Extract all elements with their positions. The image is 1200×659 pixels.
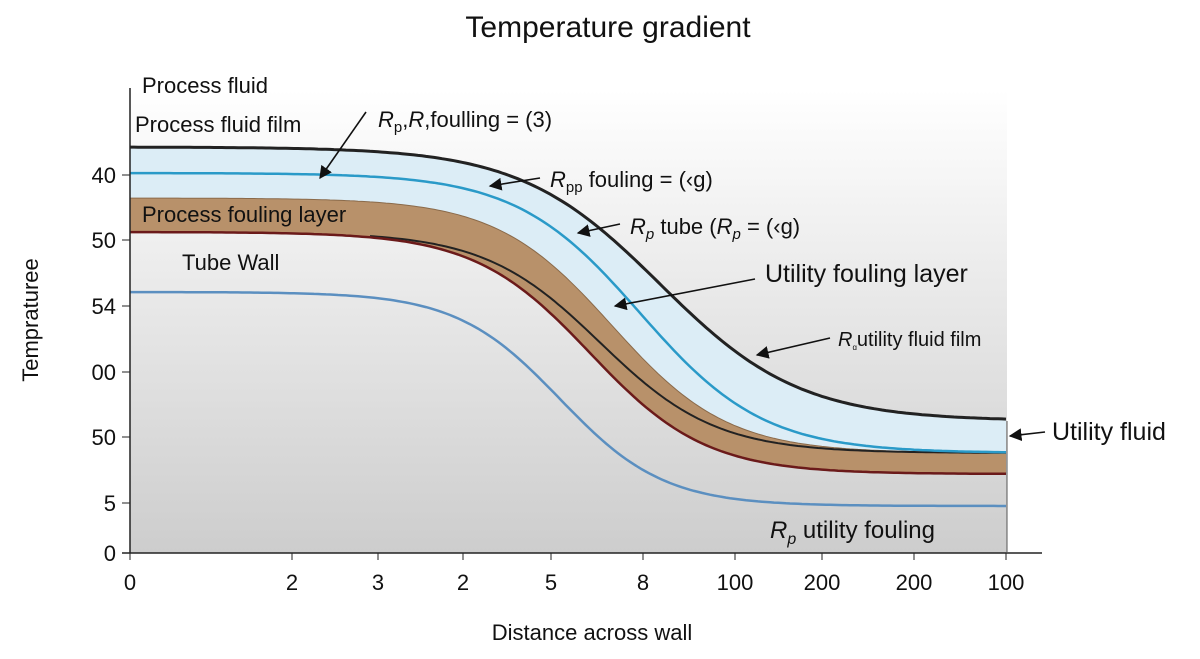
film-region (130, 147, 1006, 453)
x-tick-label: 3 (372, 570, 384, 595)
x-tick-label: 8 (637, 570, 649, 595)
x-tick-label: 200 (896, 570, 933, 595)
y-tick-label: 50 (92, 228, 116, 253)
annotation: Utility fouling layer (765, 260, 968, 288)
y-tick-label: 5 (104, 491, 116, 516)
fouling-region (130, 198, 1006, 474)
arrow (613, 278, 756, 311)
y-tick-label: 00 (92, 360, 116, 385)
inner-line (369, 235, 1006, 454)
y-tick-label: 40 (92, 163, 116, 188)
x-tick-label: 100 (988, 570, 1025, 595)
y-tick-label: 50 (92, 425, 116, 450)
y-tick-label: 0 (104, 541, 116, 566)
region-label: Process fouling layer (142, 202, 346, 227)
y-axis-label: Tempraturee (18, 258, 43, 382)
x-axis-label: Distance across wall (492, 620, 693, 645)
arrow (1008, 428, 1046, 442)
x-tick-label: 200 (804, 570, 841, 595)
fouling-bottom (130, 230, 1006, 476)
wall-line (130, 290, 1006, 508)
arrow (576, 223, 621, 237)
annotation: Rp,R,foulling = (3) (378, 107, 552, 136)
film-line (130, 171, 1006, 454)
curves (130, 145, 1007, 508)
y-tick-label: 54 (92, 294, 116, 319)
arrow (755, 337, 831, 359)
region-label: Process fluid film (135, 112, 301, 137)
x-tick-label: 100 (717, 570, 754, 595)
region-label: Utility fluid (1052, 418, 1166, 446)
annotation: Rpp fouling = (‹g) (550, 167, 713, 196)
x-tick-label: 2 (457, 570, 469, 595)
x-tick-label: 2 (286, 570, 298, 595)
arrow (319, 111, 367, 180)
annotation: Rp utility fouling (770, 517, 935, 548)
arrow (488, 177, 541, 191)
annotation: Rp tube (Rp = (‹g) (630, 214, 800, 243)
x-tick-label: 0 (124, 570, 136, 595)
title: Temperature gradient (465, 11, 751, 44)
x-tick-label: 5 (545, 570, 557, 595)
outer-line (130, 145, 1007, 421)
region-label: Process fluid (142, 73, 268, 98)
region-label: Tube Wall (182, 250, 279, 275)
annotation: Rɑutility fluid film (838, 329, 981, 352)
arrows (319, 111, 1046, 442)
